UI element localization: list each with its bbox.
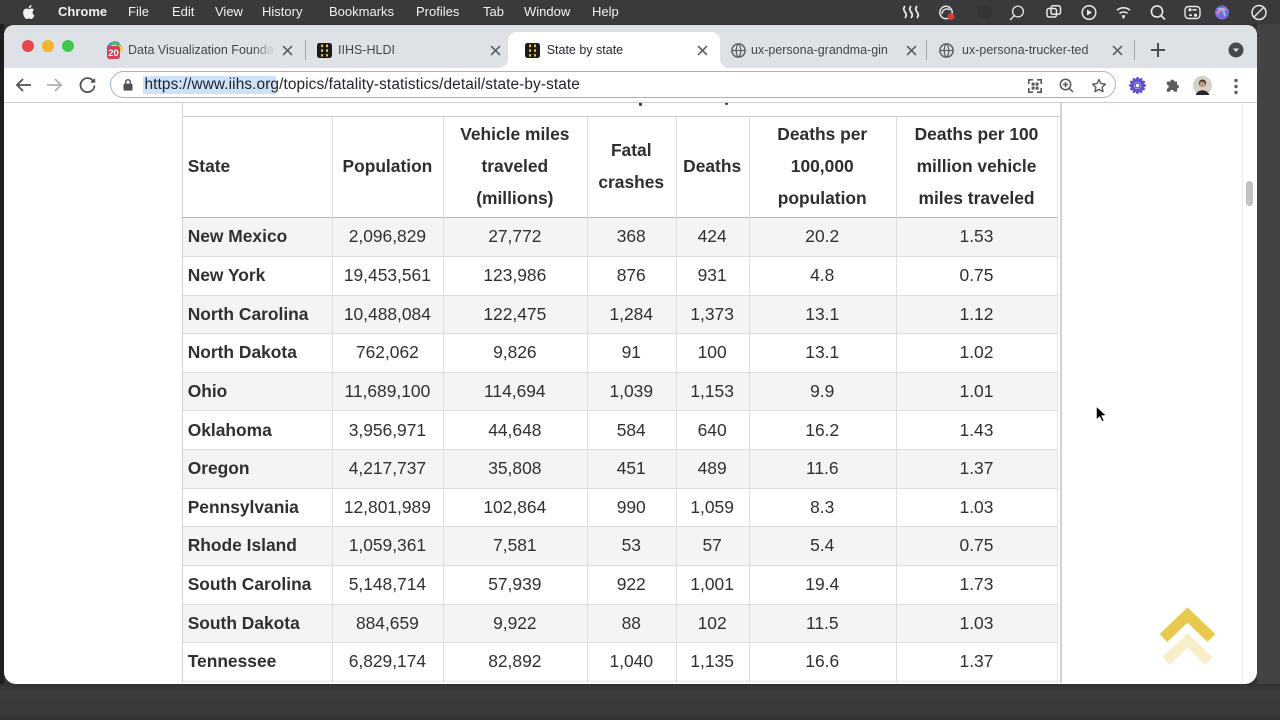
svg-text:20: 20 bbox=[108, 48, 119, 59]
